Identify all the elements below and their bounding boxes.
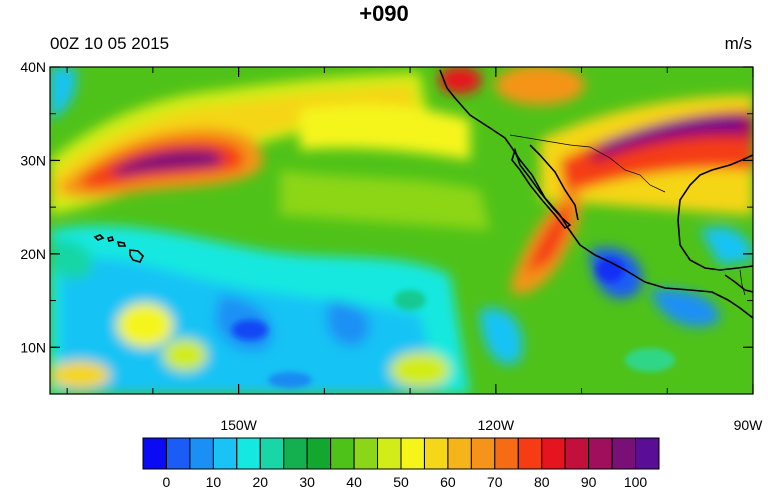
colorbar-label: 40 xyxy=(346,474,362,490)
borders xyxy=(509,134,746,296)
colorbar-label: 30 xyxy=(299,474,315,490)
colorbar-swatch xyxy=(377,437,402,470)
coastline xyxy=(93,69,753,319)
colorbar-swatch xyxy=(283,437,308,470)
colorbar-swatch xyxy=(212,437,238,470)
wind-field xyxy=(50,67,753,394)
colorbar: 0 10 20 30 40 50 60 70 80 90 100 xyxy=(142,437,660,490)
map-frame xyxy=(49,66,754,395)
lat-tick-label: 20N xyxy=(20,246,46,262)
colorbar-swatch xyxy=(236,437,261,470)
lon-tick-label: 90W xyxy=(734,417,764,433)
lat-tick-label: 10N xyxy=(20,339,46,355)
units-label: m/s xyxy=(724,34,752,53)
colorbar-swatch xyxy=(517,437,543,470)
colorbar-label: 50 xyxy=(393,474,409,490)
lat-tick-label: 40N xyxy=(20,59,46,75)
colorbar-label: 70 xyxy=(487,474,503,490)
colorbar-swatch xyxy=(423,437,449,470)
colorbar-label: 0 xyxy=(163,474,171,490)
colorbar-swatch xyxy=(259,437,285,470)
lon-tick-label: 150W xyxy=(220,417,257,433)
colorbar-swatch xyxy=(306,437,332,470)
colorbar-swatch xyxy=(611,437,637,470)
colorbar-label: 10 xyxy=(206,474,222,490)
colorbar-swatch xyxy=(189,437,214,470)
lat-tick-label: 30N xyxy=(20,152,46,168)
colorbar-label: 100 xyxy=(624,474,648,490)
date-label: 00Z 10 05 2015 xyxy=(50,34,170,53)
plot-title: +090 xyxy=(359,1,409,26)
colorbar-label: 80 xyxy=(534,474,550,490)
colorbar-swatch xyxy=(400,437,425,470)
colorbar-swatch xyxy=(635,437,660,470)
colorbar-label: 90 xyxy=(581,474,597,490)
colorbar-swatch xyxy=(165,437,191,470)
colorbar-swatch xyxy=(447,437,472,470)
colorbar-swatch xyxy=(470,437,496,470)
colorbar-swatch xyxy=(564,437,590,470)
colorbar-swatch xyxy=(330,437,355,470)
colorbar-label: 60 xyxy=(440,474,456,490)
lon-tick-label: 120W xyxy=(478,417,515,433)
map-ticks: 40N 30N 20N 10N 150W 120W 90W xyxy=(20,59,763,433)
colorbar-swatch xyxy=(588,437,613,470)
colorbar-swatch xyxy=(142,437,167,470)
colorbar-swatch xyxy=(353,437,379,470)
colorbar-swatch xyxy=(541,437,566,470)
colorbar-swatch xyxy=(494,437,519,470)
colorbar-label: 20 xyxy=(252,474,268,490)
